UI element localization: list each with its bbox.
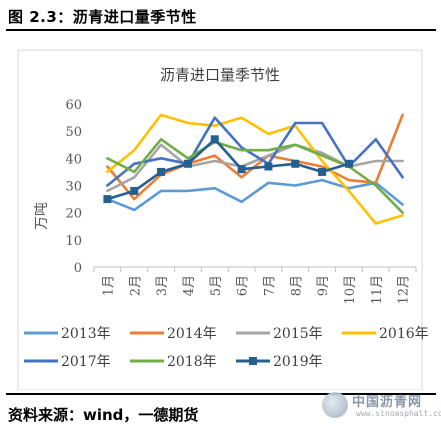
y-axis-label: 万吨 xyxy=(34,202,50,230)
series-line xyxy=(106,116,404,187)
legend: 2013年 2014年 2015年 2016年 2017年 2018年 2019年 xyxy=(24,326,429,370)
y-tick-label: 40 xyxy=(65,152,82,167)
x-tick-label: 11月 xyxy=(370,275,385,305)
y-tick-label: 10 xyxy=(65,234,82,249)
legend-label: 2013年 xyxy=(61,326,111,342)
y-axis-ticks: 0 10 20 30 40 50 60 xyxy=(65,98,82,276)
legend-label: 2018年 xyxy=(167,354,217,370)
series-point xyxy=(344,159,353,168)
series-point xyxy=(291,159,300,168)
top-rule xyxy=(6,29,436,31)
y-tick-label: 20 xyxy=(65,207,82,222)
legend-label: 2016年 xyxy=(379,326,429,342)
watermark-name: 中国沥青网 xyxy=(352,395,423,410)
legend-label: 2017年 xyxy=(61,354,111,370)
series-point xyxy=(210,135,219,144)
y-tick-label: 60 xyxy=(65,98,82,113)
x-tick-label: 8月 xyxy=(289,275,304,296)
watermark-url: www.sinoasphalt.com xyxy=(356,409,441,418)
x-tick-label: 9月 xyxy=(316,275,331,296)
x-tick-label: 7月 xyxy=(262,275,277,296)
figure-header: 图 2.3：沥青进口量季节性 xyxy=(6,0,436,28)
x-tick-label: 10月 xyxy=(343,275,358,305)
series-line xyxy=(106,178,404,212)
bottom-rule xyxy=(6,393,436,395)
series-line xyxy=(106,143,404,193)
legend-label: 2019年 xyxy=(273,354,323,370)
x-tick-label: 3月 xyxy=(155,275,170,296)
x-axis-ticks: 1月 2月 3月 4月 5月 6月 7月 8月 9月 10月 11月 12月 xyxy=(93,267,417,305)
x-tick-label: 4月 xyxy=(182,275,197,296)
series-line xyxy=(106,138,351,201)
x-tick-label: 1月 xyxy=(101,275,116,296)
series-line xyxy=(106,138,404,214)
globe-icon xyxy=(322,392,348,418)
x-tick-label: 5月 xyxy=(209,275,224,296)
series-line xyxy=(106,113,404,225)
chart-svg: 沥青进口量季节性 万吨 0 10 20 30 40 50 60 1月 2月 3月 4月 5月 6月 7月… xyxy=(17,49,429,391)
y-tick-label: 0 xyxy=(74,261,82,276)
series-point xyxy=(103,195,112,204)
legend-label: 2014年 xyxy=(167,326,217,342)
chart-area: 沥青进口量季节性 万吨 0 10 20 30 40 50 60 1月 2月 3月 4月 5月 6月 7月… xyxy=(6,36,436,391)
chart-title: 沥青进口量季节性 xyxy=(160,66,280,84)
legend-label: 2015年 xyxy=(273,326,323,342)
source-note: 资料来源：wind，一德期货 xyxy=(8,406,199,424)
legend-marker xyxy=(249,357,257,365)
series-point xyxy=(157,167,166,176)
figure-caption: 图 2.3：沥青进口量季节性 xyxy=(8,8,197,26)
series-point xyxy=(237,165,246,174)
series-lines xyxy=(103,113,404,225)
series-point xyxy=(130,186,139,195)
x-tick-label: 6月 xyxy=(236,275,251,296)
watermark: 中国沥青网 www.sinoasphalt.com xyxy=(322,386,441,428)
series-point xyxy=(183,159,192,168)
y-tick-label: 30 xyxy=(65,180,82,195)
series-point xyxy=(264,162,273,171)
x-tick-label: 12月 xyxy=(397,275,412,305)
series-point xyxy=(318,167,327,176)
x-tick-label: 2月 xyxy=(128,275,143,296)
series-line xyxy=(106,113,404,201)
y-tick-label: 50 xyxy=(65,125,82,140)
